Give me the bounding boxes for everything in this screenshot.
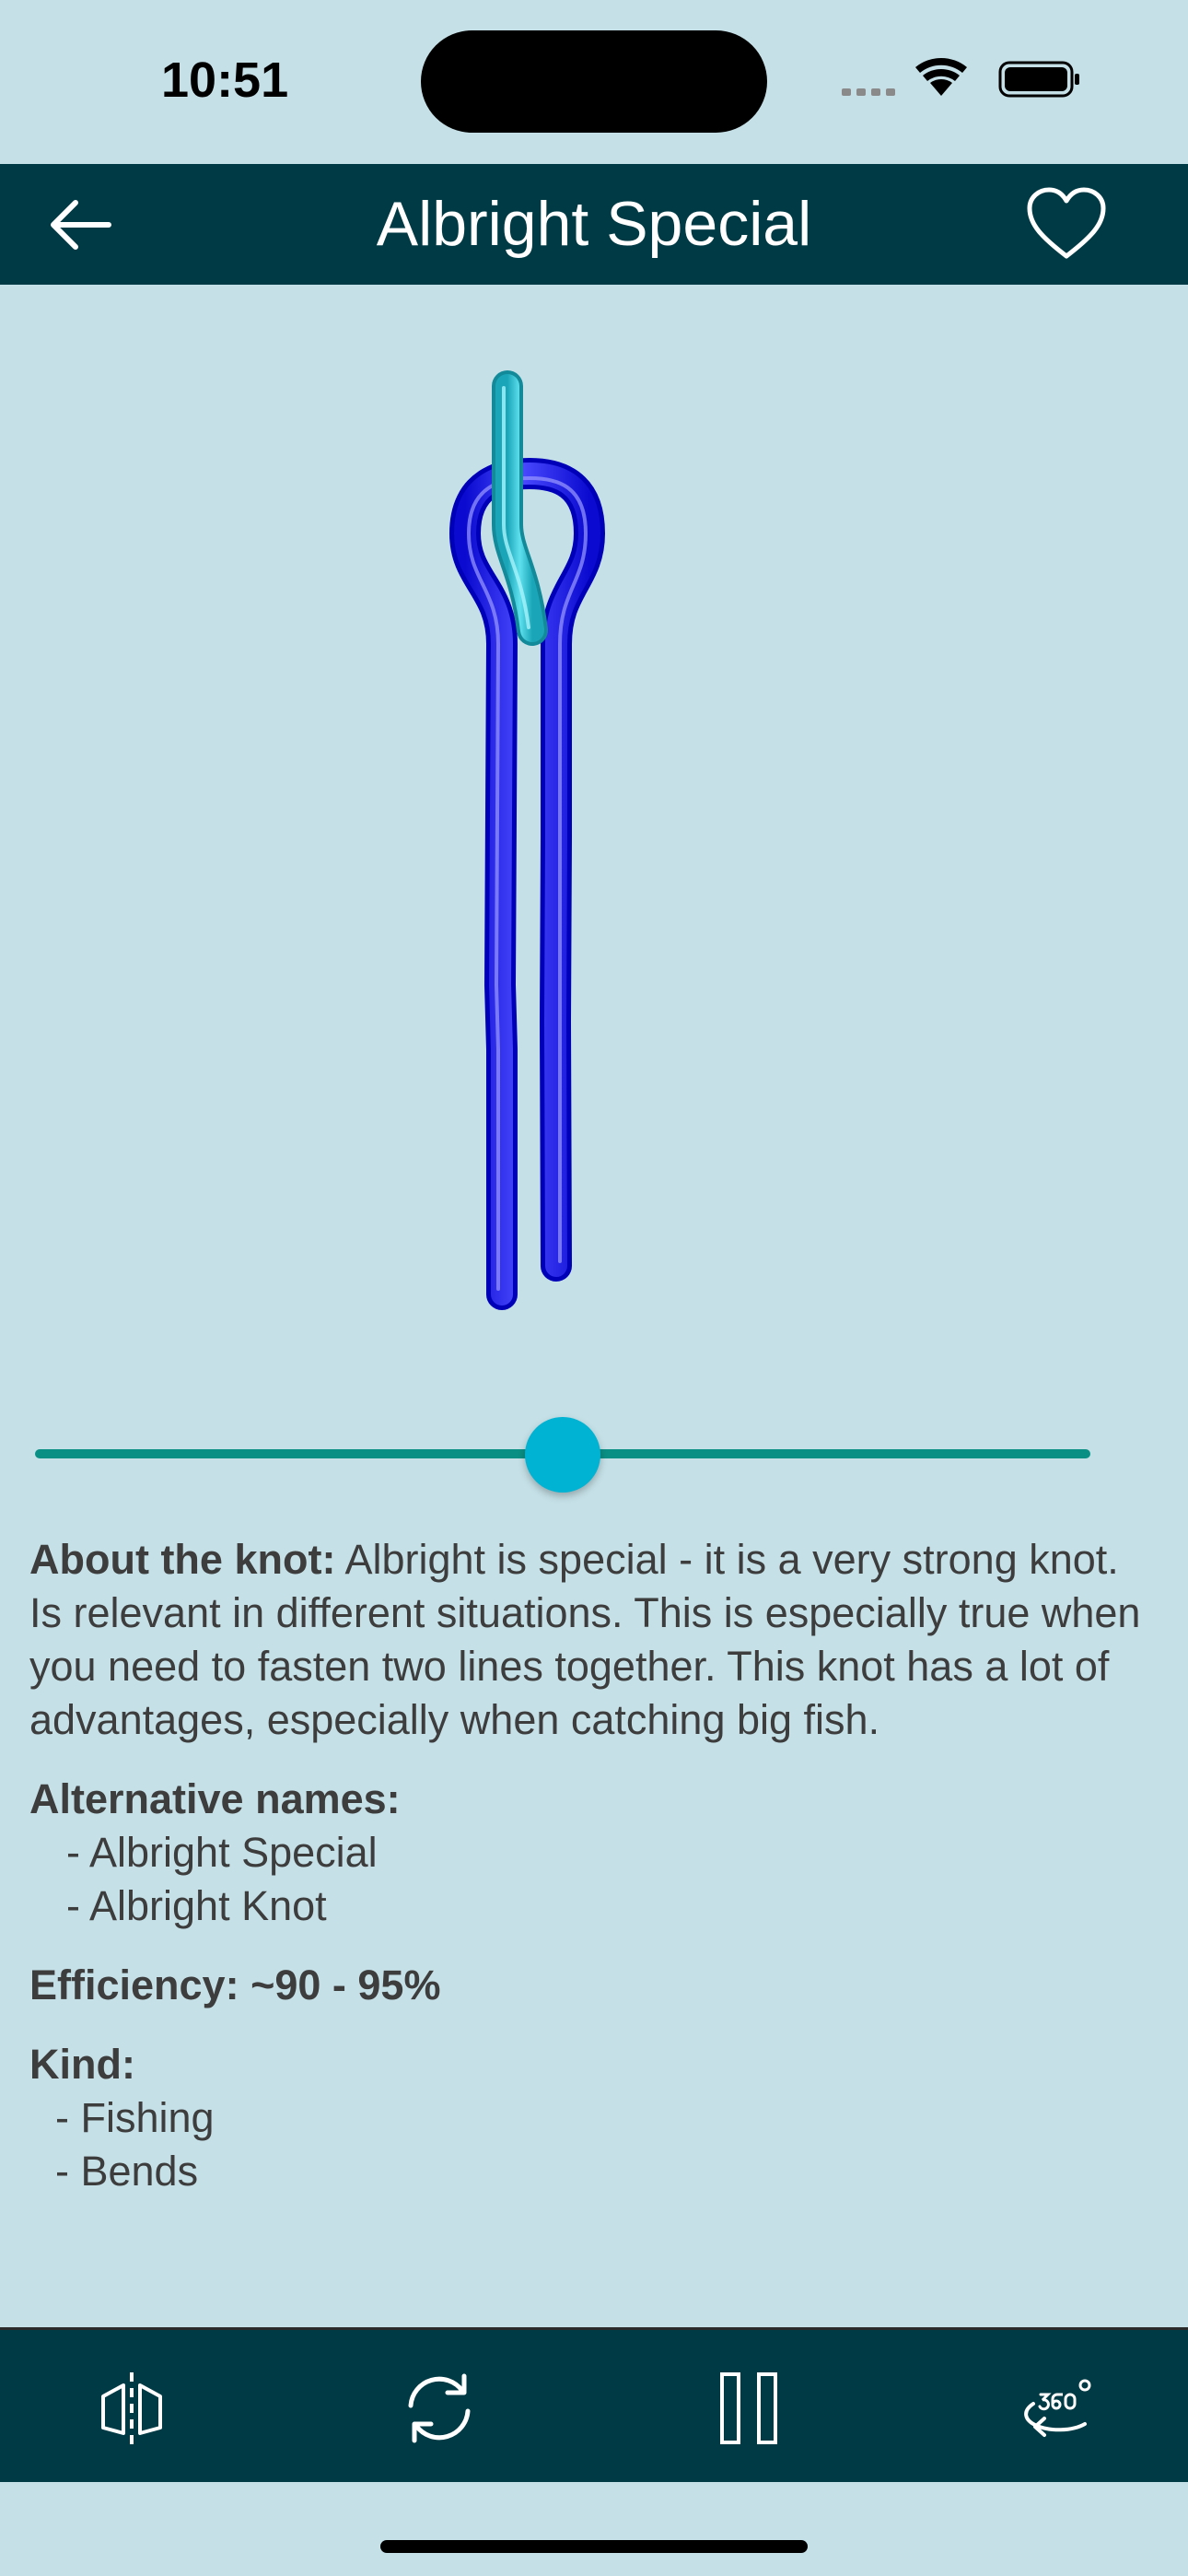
refresh-icon[interactable] [398,2367,481,2450]
dynamic-island [421,30,767,133]
pause-icon[interactable] [707,2367,790,2450]
status-icons [842,57,1079,98]
efficiency-label: Efficiency: ~90 - 95% [29,1961,441,2008]
about-text: Albright is special - it is a very stron… [29,1536,1141,1743]
status-time: 10:51 [161,53,289,108]
list-item: - Bends [55,2148,199,2195]
knot-description: About the knot: Albright is special - it… [29,1533,1162,2198]
about-label: About the knot: [29,1536,336,1583]
list-item: - Albright Knot [66,1882,327,1929]
slider-thumb[interactable] [525,1417,600,1493]
back-arrow-icon[interactable] [44,188,118,262]
rotate-360-icon[interactable] [1017,2367,1100,2450]
kind-section: Kind: - Fishing - Bends [29,2038,1162,2198]
efficiency-section: Efficiency: ~90 - 95% [29,1959,1162,2012]
status-bar: 10:51 [0,0,1188,164]
kind-label: Kind: [29,2041,135,2088]
cellular-signal-icon [842,88,895,96]
list-item: - Fishing [55,2094,215,2141]
bottom-toolbar [0,2327,1188,2482]
animation-slider[interactable] [35,1410,1090,1498]
list-item: - Albright Special [66,1829,378,1876]
battery-icon [998,61,1079,98]
wifi-icon [915,57,967,96]
alternative-names-label: Alternative names: [29,1775,401,1822]
heart-icon[interactable] [1024,184,1109,263]
home-indicator [380,2540,808,2553]
alternative-names-section: Alternative names: - Albright Special - … [29,1773,1162,1933]
knot-3d-view[interactable] [0,285,1188,1390]
rope-loop [448,457,606,1310]
rope-tag-end [492,370,548,646]
mirror-icon[interactable] [90,2367,173,2450]
page-title: Albright Special [376,189,812,259]
about-section: About the knot: Albright is special - it… [29,1533,1162,1747]
nav-bar: Albright Special [0,164,1188,285]
